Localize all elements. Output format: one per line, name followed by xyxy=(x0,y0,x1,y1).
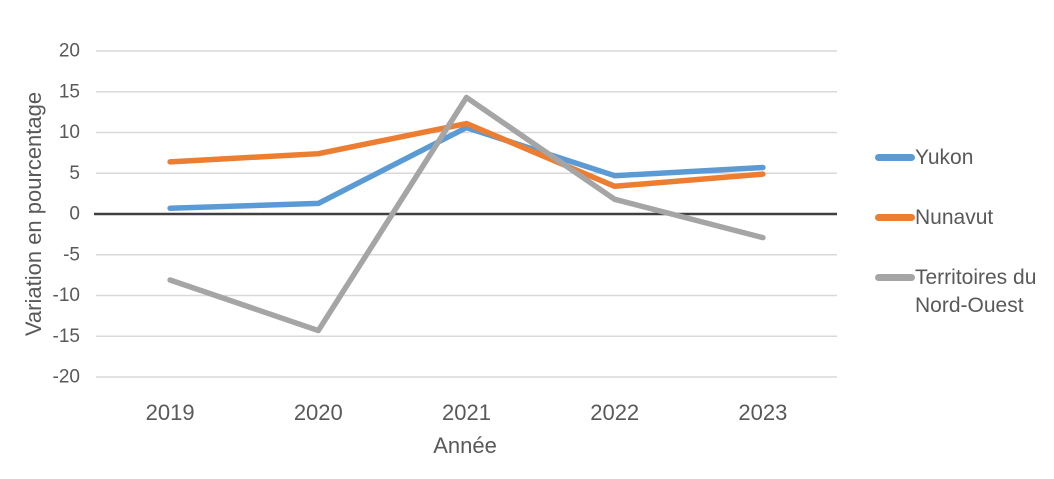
series-line-territoires-du-nord-ouest xyxy=(167,94,766,334)
legend-label: Nunavut xyxy=(915,206,994,229)
y-tick-label--10: -10 xyxy=(53,285,80,306)
legend-item-territoires-du-nord-ouest: Territoires du Nord-Ouest xyxy=(875,264,1051,320)
legend-item-nunavut: Nunavut xyxy=(875,204,1051,232)
x-tick-label-2020: 2020 xyxy=(294,400,343,425)
x-tick-label-2022: 2022 xyxy=(590,400,639,425)
y-tick-label-20: 20 xyxy=(59,41,80,62)
legend-item-yukon: Yukon xyxy=(875,144,1051,172)
series-line-nunavut xyxy=(167,120,766,190)
legend-swatch-icon xyxy=(875,154,915,161)
legend-swatch-icon xyxy=(875,214,915,221)
series-line-yukon xyxy=(167,124,766,212)
legend-label: Territoires du Nord-Ouest xyxy=(915,266,1037,317)
x-tick-label-2021: 2021 xyxy=(442,400,491,425)
y-tick-label-5: 5 xyxy=(69,163,80,184)
x-tick-label-2023: 2023 xyxy=(738,400,787,425)
y-tick-label-0: 0 xyxy=(69,204,80,225)
y-tick-label-15: 15 xyxy=(59,81,80,102)
y-tick-label--15: -15 xyxy=(53,326,80,347)
x-axis-title: Année xyxy=(433,433,497,458)
y-tick-label-10: 10 xyxy=(59,122,80,143)
legend-swatch-icon xyxy=(875,274,915,281)
y-axis-title: Variation en pourcentage xyxy=(21,91,46,337)
legend-label: Yukon xyxy=(915,146,974,169)
y-tick-label--20: -20 xyxy=(53,367,80,388)
y-tick-label--5: -5 xyxy=(63,244,80,265)
x-tick-label-2019: 2019 xyxy=(146,400,195,425)
